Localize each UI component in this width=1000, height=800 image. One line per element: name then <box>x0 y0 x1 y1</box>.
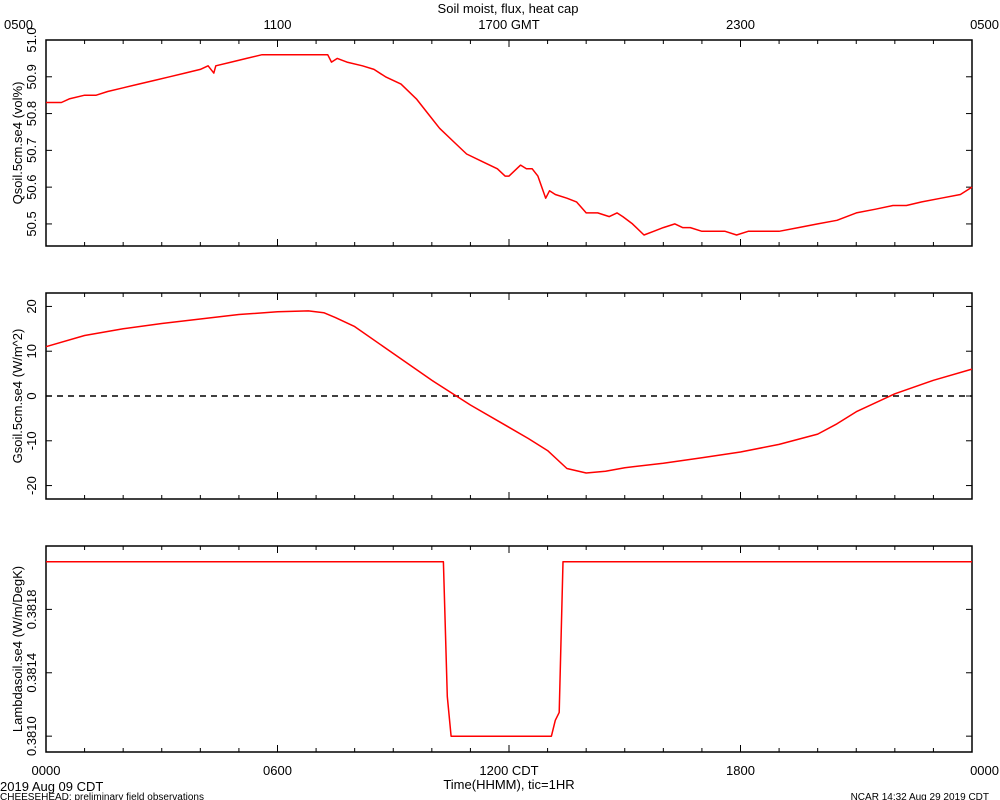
footer-right: NCAR 14:32 Aug 29 2019 CDT <box>851 792 989 800</box>
x-axis-date: 2019 Aug 09 CDT <box>0 779 103 794</box>
top-tick-label: 0500 <box>4 17 33 32</box>
y-tick-label: 0 <box>24 392 39 399</box>
top-tick-label: 0500 <box>970 17 999 32</box>
y-tick-label: 10 <box>24 344 39 358</box>
chart-title: Soil moist, flux, heat cap <box>438 1 579 16</box>
panel-1: 50.5 50.6 50.7 50.8 50.9 51.0 Qsoil.5cm.se4 (v… <box>10 27 973 247</box>
top-time-axis: 0500 1100 1700 GMT 2300 0500 <box>4 17 999 32</box>
y-tick-label: 50.5 <box>24 211 39 236</box>
footer-left: CHEESEHEAD: preliminary field observatio… <box>0 792 204 800</box>
y-axis-label: Lambdasoil.se4 (W/m/DegK) <box>10 566 25 732</box>
panel-frame <box>45 39 973 247</box>
series-line <box>46 53 973 236</box>
bottom-tick-label: 1800 <box>726 763 755 778</box>
series-line <box>46 561 972 737</box>
y-tick-label: 20 <box>24 299 39 313</box>
y-tick-label: -20 <box>24 476 39 495</box>
top-tick-label: 1100 <box>264 17 292 32</box>
panel-2: -20 -10 0 10 20 Gsoil.5cm.se4 (W/m^2) <box>10 292 973 500</box>
bottom-time-axis: 0000 0600 1200 CDT 1800 0000 <box>32 763 999 778</box>
y-tick-label: 50.6 <box>24 174 39 199</box>
y-axis-label: Qsoil.5cm.se4 (vol%) <box>10 82 25 205</box>
y-tick-label: -10 <box>24 431 39 450</box>
panel-frame <box>45 545 973 753</box>
bottom-tick-label: 0000 <box>32 763 61 778</box>
series-line <box>45 310 973 474</box>
y-tick-label: 0.3814 <box>24 653 39 693</box>
y-tick-label: 50.7 <box>24 138 39 163</box>
y-axis-label: Gsoil.5cm.se4 (W/m^2) <box>10 329 25 464</box>
y-tick-label: 0.3810 <box>24 716 39 756</box>
top-tick-label: 2300 <box>726 17 755 32</box>
y-tick-label: 51.0 <box>24 27 39 52</box>
bottom-tick-label: 1200 CDT <box>479 763 538 778</box>
y-tick-label: 50.8 <box>24 101 39 126</box>
x-axis-label: Time(HHMM), tic=1HR <box>443 777 574 792</box>
bottom-tick-label: 0000 <box>970 763 999 778</box>
chart-panels: 50.5 50.6 50.7 50.8 50.9 51.0 Qsoil.5cm.se4 (v… <box>10 27 973 756</box>
y-tick-label: 50.9 <box>24 64 39 89</box>
y-tick-label: 0.3818 <box>24 590 39 630</box>
bottom-tick-label: 0600 <box>263 763 292 778</box>
top-tick-label: 1700 GMT <box>478 17 539 32</box>
